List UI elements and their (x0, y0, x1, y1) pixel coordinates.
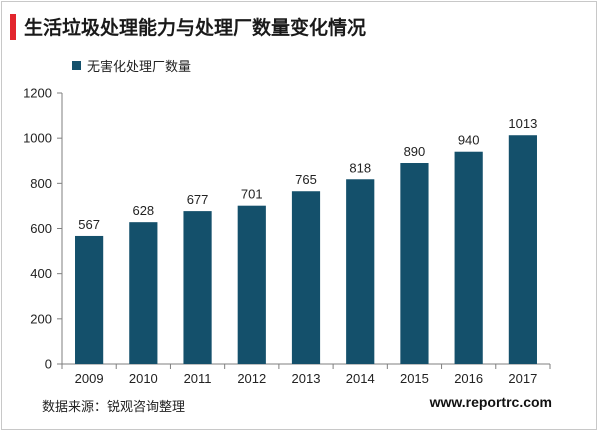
bar (400, 163, 429, 364)
website-url: www.reportrc.com (429, 394, 552, 410)
title-accent-bar (10, 14, 16, 40)
bar (237, 205, 266, 364)
y-tick-label: 1200 (23, 86, 52, 101)
x-tick-label: 2009 (75, 371, 104, 386)
bar (454, 151, 483, 364)
data-label: 628 (132, 203, 154, 218)
y-tick-label: 400 (30, 266, 52, 281)
data-label: 567 (78, 217, 100, 232)
data-label: 701 (241, 187, 263, 202)
data-label: 1013 (508, 116, 537, 131)
chart-title: 生活垃圾处理能力与处理厂数量变化情况 (24, 17, 367, 39)
x-tick-label: 2015 (400, 371, 429, 386)
data-label: 677 (187, 192, 209, 207)
data-source: 数据来源：锐观咨询整理 (42, 400, 186, 415)
y-tick-label: 600 (30, 221, 52, 236)
y-tick-label: 0 (45, 357, 52, 372)
x-tick-label: 2017 (508, 371, 537, 386)
bar (508, 135, 537, 364)
x-tick-label: 2013 (292, 371, 321, 386)
bar (291, 191, 321, 364)
y-tick-label: 800 (30, 176, 52, 191)
data-label: 818 (349, 160, 371, 175)
legend: 无害化处理厂数量 (72, 56, 191, 75)
x-tick-label: 2016 (454, 371, 483, 386)
legend-label: 无害化处理厂数量 (87, 60, 192, 75)
bar (346, 179, 375, 364)
bar (129, 222, 158, 364)
data-label: 940 (458, 133, 480, 148)
x-tick-label: 2012 (237, 371, 266, 386)
x-tick-label: 2010 (129, 371, 158, 386)
bar (75, 235, 104, 364)
data-label: 890 (404, 144, 426, 159)
y-tick-label: 200 (30, 311, 52, 326)
y-tick-label: 1000 (23, 131, 52, 146)
bar (183, 211, 212, 364)
x-tick-label: 2014 (346, 371, 375, 386)
x-tick-label: 2011 (184, 371, 212, 386)
legend-swatch (72, 61, 81, 70)
data-label: 765 (295, 172, 317, 187)
